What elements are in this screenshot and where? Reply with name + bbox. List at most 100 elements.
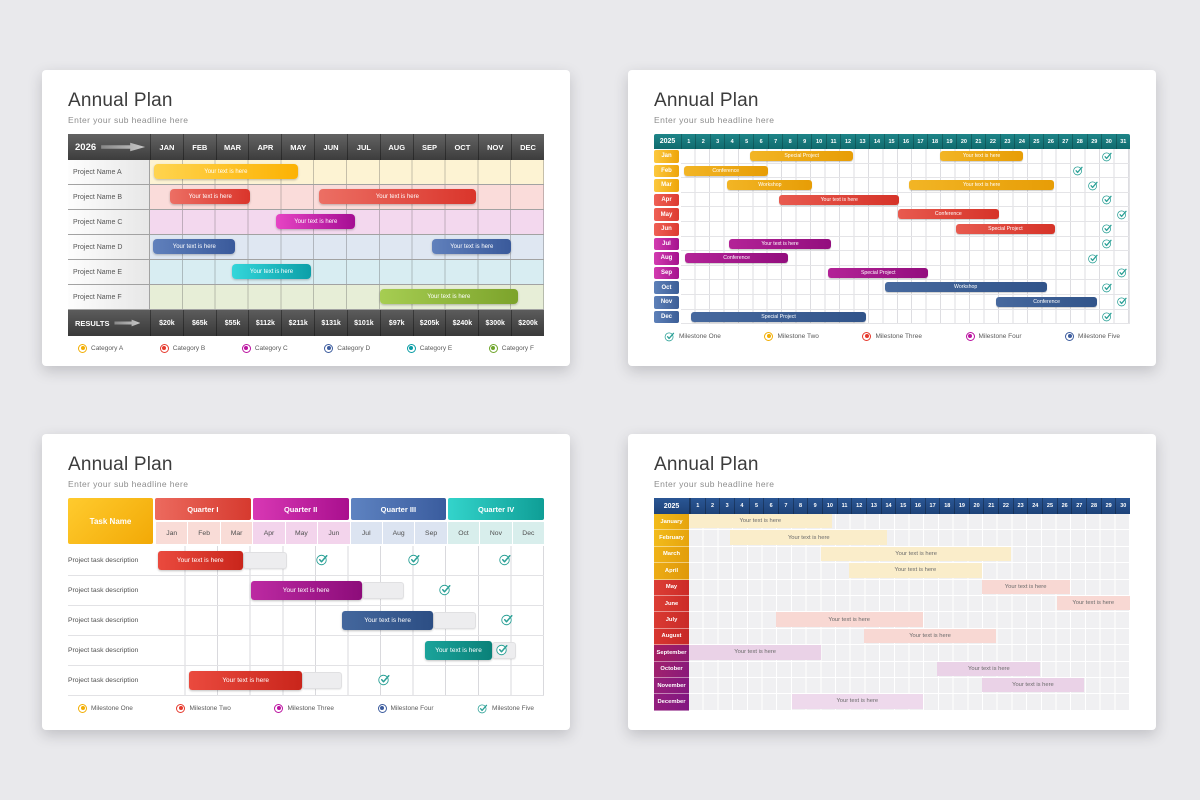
- legend-dot-icon: [764, 331, 774, 341]
- day-header-cell: 29: [1100, 498, 1116, 514]
- gantt-bar: Conference: [996, 296, 1098, 307]
- milestone-check-icon: [1116, 209, 1127, 220]
- legend-dot: [178, 706, 183, 710]
- slide-card-daily-gantt-31[interactable]: Annual Plan Enter your sub headline here…: [628, 70, 1156, 366]
- month-row-label: May: [654, 208, 679, 221]
- gantt-bar: Your text is here: [1056, 595, 1130, 611]
- milestone-check-icon: [1087, 180, 1098, 191]
- day-header-cell: 30: [1115, 498, 1130, 514]
- row-label: Project task description: [68, 636, 153, 666]
- gantt-row: June Your text is here: [654, 595, 1130, 613]
- legend-item: Milestone Three: [862, 331, 922, 341]
- day-header-cell: 22: [985, 134, 999, 149]
- gantt-row: February Your text is here: [654, 530, 1130, 547]
- month-header-cell: NOV: [478, 134, 511, 160]
- month-row-label: Jul: [654, 237, 679, 251]
- gantt-row: Nov Conference: [654, 294, 1130, 310]
- gantt-bar: Your text is here: [937, 661, 1041, 676]
- month-row-label: May: [654, 579, 689, 596]
- gantt-track: Special Project: [681, 265, 1130, 281]
- gantt-track: Your text is here: [689, 694, 1130, 711]
- month-subheader-cell: Sep: [414, 522, 447, 544]
- gantt-track: Your text is here: [153, 606, 544, 636]
- milestone-check-icon: [438, 583, 451, 596]
- gantt-track: Your text is here: [689, 514, 1130, 531]
- gantt-row: Project Name D Your text is here Your text…: [68, 235, 544, 260]
- slide-card-quarterly-gantt[interactable]: Annual Plan Enter your sub headline here…: [42, 434, 570, 730]
- timeline-header: Task Name Quarter I Quarter II Quarter III Q…: [68, 498, 545, 544]
- day-header-cell: 2: [704, 498, 720, 514]
- legend-item: Category E: [406, 343, 452, 353]
- month-row-label: Oct: [654, 281, 679, 294]
- month-header-cell: MAR: [215, 134, 249, 160]
- legend-dot-icon: [377, 703, 387, 713]
- gantt-row: Project Name A Your text is here: [68, 160, 544, 185]
- gantt-chart-quarterly: Task Name Quarter I Quarter II Quarter III Q…: [68, 498, 545, 720]
- month-header-cell: OCT: [445, 134, 478, 160]
- legend-item: Milestone Five: [1065, 331, 1120, 341]
- slide-card-monthly-gantt[interactable]: Annual Plan Enter your sub headline here…: [42, 70, 570, 366]
- month-header-cell: JUN: [314, 134, 347, 160]
- gantt-row: Aug Conference: [654, 251, 1130, 266]
- legend-dot: [864, 334, 869, 339]
- timeline-header-row: 2025 1 2 3 4 5 6 7 8 9 10 11 12 13 14 15 16 17 18 19 20 21 22 2…: [654, 134, 1130, 149]
- legend-label: Category D: [337, 344, 371, 352]
- gantt-track: Your text is here: [689, 530, 1130, 547]
- results-row: RESULTS $20k $65k $55k $112k $211k $131k $101k $…: [68, 310, 544, 336]
- gantt-bar: Your text is here: [728, 238, 832, 249]
- gantt-bar: Your text is here: [909, 180, 1054, 191]
- gantt-track: Your text is here: [681, 236, 1130, 252]
- legend-label: Milestone Two: [777, 332, 819, 340]
- quarter-header-cell: Quarter I: [155, 498, 251, 520]
- day-header-cell: 25: [1042, 498, 1057, 514]
- legend-item: Milestone Five: [477, 703, 534, 714]
- day-header-cell: 6: [763, 498, 778, 514]
- gantt-bar: Conference: [683, 165, 768, 176]
- day-header-cell: 1: [681, 134, 695, 149]
- gantt-row: Apr Your text is here: [654, 192, 1130, 208]
- milestone-check-icon: [496, 643, 509, 656]
- month-row-label: Mar: [654, 179, 679, 192]
- gantt-bar: Your text is here: [153, 239, 236, 254]
- gantt-bar: Your text is here: [981, 579, 1070, 594]
- day-header-cell: 7: [767, 134, 782, 149]
- month-row-label: March: [654, 546, 689, 564]
- chart-legend: Category A Category B Category C Category D…: [68, 336, 544, 360]
- results-value-cell: $200k: [511, 310, 544, 336]
- gantt-row: November Your text is here: [654, 677, 1130, 695]
- row-label: Project Name E: [68, 260, 150, 284]
- gantt-row: October Your text is here: [654, 661, 1130, 678]
- gantt-bar: Your text is here: [157, 551, 243, 570]
- ghost-bar: [433, 612, 476, 629]
- day-header-cell: 10: [822, 498, 837, 514]
- slide-title: Annual Plan: [68, 454, 173, 475]
- gantt-row: May Conference: [654, 207, 1130, 222]
- legend-dot-icon: [78, 703, 87, 713]
- gantt-track: Your text is here: [153, 666, 544, 696]
- day-header-cell: 27: [1057, 134, 1072, 149]
- slide-subtitle: Enter your sub headline here: [68, 479, 189, 489]
- gantt-row: August Your text is here: [654, 628, 1130, 646]
- slide-subtitle: Enter your sub headline here: [68, 115, 189, 125]
- legend-label: Milestone Four: [390, 704, 434, 712]
- day-header-cell: 8: [792, 498, 808, 514]
- row-label: Project task description: [68, 546, 153, 576]
- gantt-track: Your text is here: [689, 595, 1130, 613]
- legend-item: Milestone Four: [377, 703, 434, 713]
- month-header-cell: SEP: [412, 134, 446, 160]
- gantt-bar: Your text is here: [689, 514, 832, 529]
- legend-item: Milestone Three: [274, 703, 334, 713]
- slide-card-daily-gantt-30[interactable]: Annual Plan Enter your sub headline here…: [628, 434, 1156, 730]
- gantt-row: Feb Conference: [654, 163, 1130, 179]
- gantt-bar: Your text is here: [689, 645, 822, 660]
- day-header-cell: 13: [866, 498, 881, 514]
- legend-label: Milestone Three: [287, 704, 334, 712]
- gantt-bar: Your text is here: [425, 641, 492, 660]
- legend-dot: [326, 346, 331, 350]
- gantt-row: December Your text is here: [654, 694, 1130, 711]
- day-header-cell: 10: [811, 134, 825, 149]
- legend-label: Milestone Two: [189, 704, 231, 712]
- day-header-cell: 23: [999, 134, 1014, 149]
- day-header-cell: 21: [970, 134, 985, 149]
- row-label: Project task description: [68, 606, 153, 636]
